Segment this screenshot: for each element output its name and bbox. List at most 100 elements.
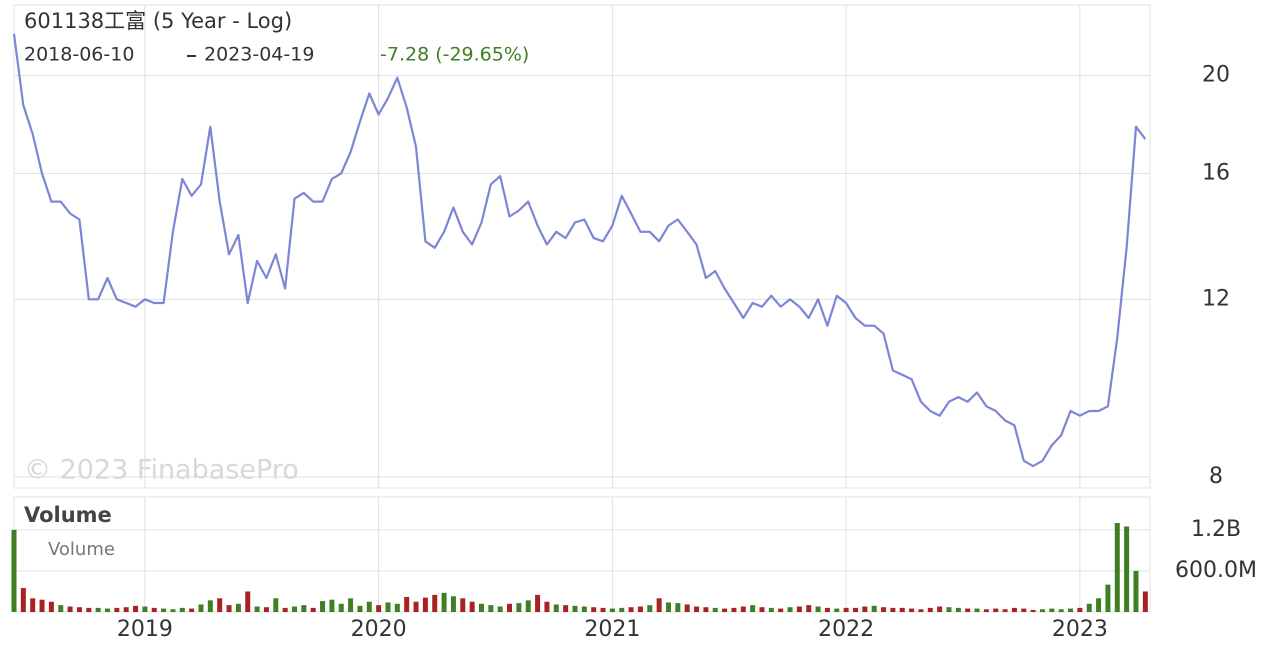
volume-bar bbox=[983, 609, 989, 612]
volume-bar bbox=[843, 607, 849, 612]
volume-bar bbox=[1096, 598, 1102, 612]
volume-bar bbox=[834, 608, 840, 612]
volume-bar bbox=[675, 603, 681, 612]
volume-bar bbox=[722, 608, 728, 612]
y-tick-label: 8 bbox=[1209, 464, 1223, 489]
volume-bar bbox=[572, 605, 578, 612]
volume-bar bbox=[189, 608, 195, 612]
volume-bar bbox=[366, 601, 372, 612]
volume-bar bbox=[263, 607, 269, 612]
volume-bar bbox=[254, 606, 260, 612]
y-tick-label: 12 bbox=[1202, 286, 1230, 311]
x-tick-label: 2022 bbox=[818, 617, 874, 642]
volume-bar bbox=[637, 606, 643, 612]
volume-bar bbox=[927, 607, 933, 612]
volume-title: Volume bbox=[24, 503, 112, 527]
volume-bar bbox=[133, 605, 139, 612]
volume-bar bbox=[1021, 608, 1027, 612]
volume-bar bbox=[478, 603, 484, 612]
y-tick-label: 20 bbox=[1202, 63, 1230, 88]
volume-bar bbox=[394, 603, 400, 612]
x-tick-label: 2020 bbox=[351, 617, 407, 642]
volume-bar bbox=[1086, 603, 1092, 612]
price-line bbox=[12, 33, 1147, 468]
volume-bar bbox=[731, 607, 737, 612]
volume-bar bbox=[544, 601, 550, 612]
y-tick-label: 600.0M bbox=[1175, 558, 1257, 583]
volume-bar bbox=[245, 591, 251, 612]
volume-bar bbox=[422, 597, 428, 612]
volume-bar bbox=[965, 608, 971, 612]
volume-bar bbox=[142, 606, 148, 612]
volume-bar bbox=[235, 603, 241, 612]
volume-bar bbox=[226, 605, 232, 612]
volume-bar bbox=[1142, 591, 1148, 612]
volume-bar bbox=[918, 609, 924, 612]
x-tick-label: 2019 bbox=[117, 617, 173, 642]
volume-bar bbox=[824, 607, 830, 612]
volume-bar bbox=[76, 607, 82, 612]
volume-bar bbox=[413, 601, 419, 612]
volume-bar bbox=[441, 592, 447, 612]
price-change: -7.28 (-29.65%) bbox=[380, 44, 529, 66]
watermark: © 2023 FinabasePro bbox=[24, 455, 299, 486]
volume-bar bbox=[1058, 609, 1064, 612]
volume-bar bbox=[852, 607, 858, 612]
volume-bar bbox=[937, 606, 943, 612]
volume-bar bbox=[1011, 607, 1017, 612]
x-tick-label: 2023 bbox=[1052, 617, 1108, 642]
volume-bar bbox=[759, 607, 765, 612]
volume-bar bbox=[768, 607, 774, 612]
volume-bar bbox=[104, 608, 110, 612]
date-start: 2018-06-10 bbox=[24, 44, 134, 66]
volume-bar bbox=[619, 607, 625, 612]
volume-bar bbox=[581, 606, 587, 612]
volume-bar bbox=[703, 607, 709, 612]
volume-bar bbox=[67, 606, 73, 612]
volume-bar bbox=[39, 599, 45, 612]
volume-bar bbox=[1114, 523, 1120, 612]
volume-bar bbox=[329, 599, 335, 612]
volume-bar bbox=[291, 606, 297, 612]
volume-bar bbox=[95, 607, 101, 612]
volume-bar bbox=[161, 608, 167, 612]
volume-bar bbox=[48, 601, 54, 612]
volume-bar bbox=[376, 605, 382, 612]
volume-bar bbox=[450, 596, 456, 612]
volume-bar bbox=[282, 607, 288, 612]
volume-bar bbox=[899, 607, 905, 612]
volume-bar bbox=[1002, 609, 1008, 612]
volume-bar bbox=[123, 607, 129, 612]
volume-bar bbox=[198, 604, 204, 612]
volume-bar bbox=[273, 598, 279, 612]
volume-bar bbox=[806, 605, 812, 612]
volume-bar bbox=[404, 596, 410, 612]
volume-bar bbox=[320, 601, 326, 612]
volume-bar bbox=[507, 603, 513, 612]
volume-bar bbox=[1039, 609, 1045, 612]
x-tick-label: 2021 bbox=[584, 617, 640, 642]
volume-bar bbox=[217, 598, 223, 612]
y-tick-label: 16 bbox=[1202, 160, 1230, 185]
volume-bar bbox=[1077, 607, 1083, 612]
volume-bar bbox=[357, 605, 363, 612]
volume-bar bbox=[432, 594, 438, 612]
volume-bar bbox=[881, 607, 887, 612]
volume-bar bbox=[11, 529, 17, 612]
volume-bar bbox=[301, 605, 307, 612]
volume-bar bbox=[1105, 584, 1111, 612]
volume-bar bbox=[778, 608, 784, 612]
volume-bar bbox=[348, 598, 354, 612]
volume-bar bbox=[1124, 526, 1130, 612]
volume-bar bbox=[656, 598, 662, 612]
volume-bar bbox=[684, 604, 690, 612]
price-panel bbox=[13, 4, 1151, 489]
volume-bar bbox=[460, 598, 466, 612]
volume-bar bbox=[946, 607, 952, 612]
volume-bar bbox=[338, 603, 344, 612]
volume-bar bbox=[628, 607, 634, 612]
volume-bar bbox=[750, 605, 756, 612]
volume-bar bbox=[909, 608, 915, 612]
volume-bar bbox=[58, 605, 64, 612]
